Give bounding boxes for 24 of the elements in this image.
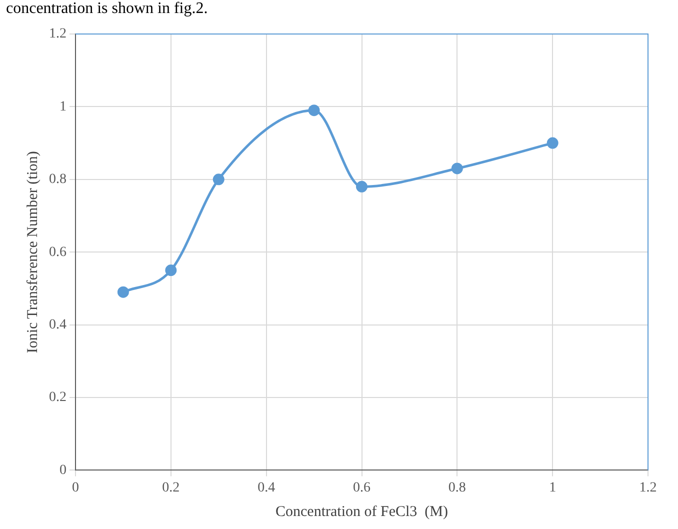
text: concentration is shown in fig.2.	[6, 0, 208, 18]
y-tick-label: 0.2	[49, 390, 66, 406]
point	[212, 174, 224, 186]
point	[356, 180, 368, 192]
x-axis-title: Concentration of FeCl3 (M)	[276, 504, 448, 520]
y-tick-label: 0.4	[49, 317, 66, 332]
y-tick-label: 0.8	[49, 172, 66, 188]
point	[308, 104, 320, 116]
point	[117, 286, 129, 298]
point	[451, 162, 463, 174]
x-tick-label: 1.2	[639, 480, 657, 496]
x-tick-label: 0.8	[448, 480, 466, 496]
point	[165, 264, 177, 276]
point	[546, 137, 558, 149]
y-tick-label: 0	[60, 462, 66, 478]
y-tick-label: 1.2	[49, 26, 66, 42]
x-tick-label: 0.4	[258, 480, 276, 496]
x-tick-label: 1	[549, 480, 556, 496]
y-tick-label: 0.6	[49, 244, 66, 260]
y-axis-title: Ionic Transference Number (tion)	[24, 151, 41, 354]
x-tick-label: 0.6	[353, 480, 370, 496]
x-tick-label: 0	[72, 480, 79, 496]
y-tick-label: 1	[60, 99, 66, 114]
x-tick-label: 0.2	[162, 480, 180, 496]
